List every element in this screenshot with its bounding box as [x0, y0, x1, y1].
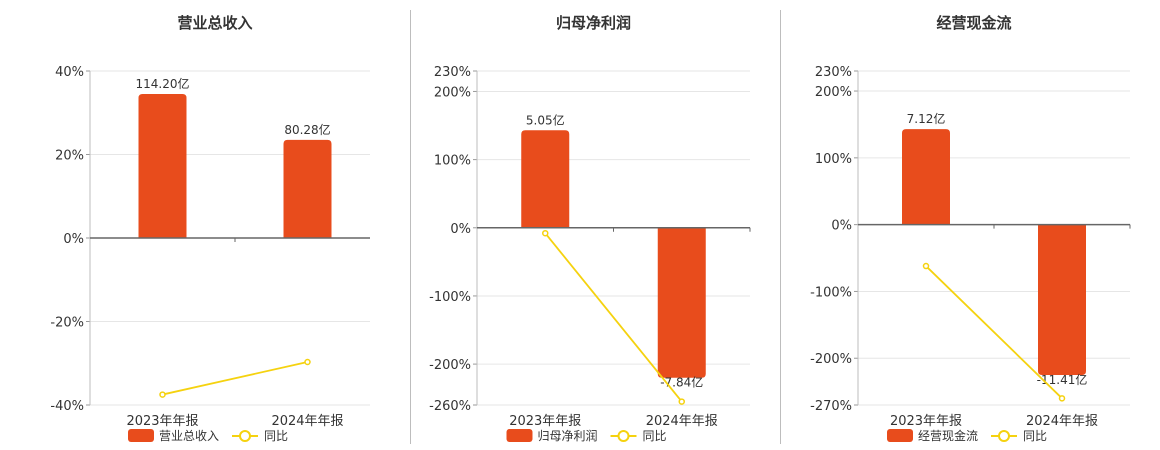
yoy-point	[678, 398, 685, 405]
legend-bar-swatch	[887, 429, 913, 442]
legend-bar-swatch	[128, 429, 154, 442]
chart-title: 归母净利润	[556, 14, 631, 32]
yoy-point	[542, 229, 549, 237]
legend-line-label: 同比	[643, 429, 667, 443]
bar	[902, 129, 950, 225]
x-category-label: 2023年年报	[509, 414, 581, 429]
chart-title: 经营现金流	[936, 14, 1011, 32]
yoy-point	[159, 391, 166, 398]
legend-line-marker	[239, 430, 251, 442]
bar	[657, 227, 706, 378]
yoy-line	[162, 361, 308, 396]
x-category-label: 2023年年报	[890, 414, 962, 429]
x-category-label: 2023年年报	[126, 414, 198, 429]
bar	[283, 139, 332, 238]
bar-data-label: 80.28亿	[284, 122, 330, 137]
bar-data-label: -7.84亿	[660, 375, 703, 390]
chart-panel-net-profit: 归母净利润 230% 200% 100% 0% -100% -200% -260% 5.05亿 -…	[385, 0, 755, 450]
y-tick-label: -100%	[810, 285, 852, 300]
legend-bar-swatch	[506, 429, 533, 442]
y-tick-label: -200%	[810, 352, 852, 367]
legend-line-label: 同比	[1023, 429, 1047, 443]
y-tick-label: 200%	[434, 85, 471, 100]
legend-bar-label: 营业总收入	[159, 429, 219, 443]
net-profit-chart: 归母净利润 230% 200% 100% 0% -100% -200% -260% 5.05亿 -…	[429, 14, 751, 443]
revenue-chart: 营业总收入 40% 20% 0% -20% -40% 114.20亿 80.28亿 2023年年…	[50, 14, 370, 443]
legend-line-label: 同比	[264, 429, 288, 443]
legend-bar-label: 经营现金流	[918, 428, 978, 443]
cash-flow-chart: 经营现金流 230% 200% 100% 0% -100% -200% -270% 7.12亿 -…	[810, 14, 1131, 443]
y-tick-label: -200%	[429, 358, 471, 373]
bar-data-label: 5.05亿	[526, 112, 565, 127]
yoy-line	[544, 232, 683, 403]
bar-data-label: -11.41亿	[1037, 372, 1088, 387]
yoy-point	[1058, 395, 1066, 402]
y-tick-label: 230%	[815, 65, 852, 80]
y-tick-label: 200%	[815, 85, 852, 100]
y-tick-label: 230%	[434, 65, 471, 80]
y-tick-label: 100%	[815, 152, 852, 167]
chart-panel-cash-flow: 经营现金流 230% 200% 100% 0% -100% -200% -270% 7.12亿 -…	[765, 0, 1135, 450]
legend-bar-label: 归母净利润	[538, 429, 598, 443]
y-tick-label: -40%	[50, 399, 84, 414]
legend-line-marker	[617, 430, 630, 442]
y-tick-label: -270%	[810, 399, 852, 414]
bar-data-label: 114.20亿	[136, 76, 190, 91]
y-tick-label: 0%	[831, 219, 852, 234]
y-tick-label: 100%	[434, 154, 471, 169]
y-tick-label: 0%	[63, 232, 84, 247]
chart-title: 营业总收入	[177, 14, 252, 32]
chart-panel-revenue: 营业总收入 40% 20% 0% -20% -40% 114.20亿 80.28亿 2023年年…	[0, 0, 370, 450]
panel-divider	[780, 10, 781, 444]
bar	[138, 93, 187, 239]
y-tick-label: -260%	[429, 399, 471, 414]
y-tick-label: 20%	[55, 149, 84, 164]
y-tick-label: -20%	[50, 316, 84, 331]
bar	[1038, 224, 1086, 375]
bar	[521, 130, 570, 228]
x-category-label: 2024年年报	[271, 414, 343, 429]
yoy-line	[925, 265, 1063, 399]
x-category-label: 2024年年报	[1026, 414, 1098, 429]
legend-line-marker	[998, 430, 1010, 442]
y-tick-label: 40%	[55, 65, 84, 80]
yoy-point	[304, 358, 311, 366]
yoy-point	[922, 262, 930, 270]
panel-divider	[410, 10, 411, 444]
y-tick-label: -100%	[429, 290, 471, 305]
bar-data-label: 7.12亿	[907, 111, 946, 126]
x-category-label: 2024年年报	[646, 414, 718, 429]
y-tick-label: 0%	[450, 222, 471, 237]
